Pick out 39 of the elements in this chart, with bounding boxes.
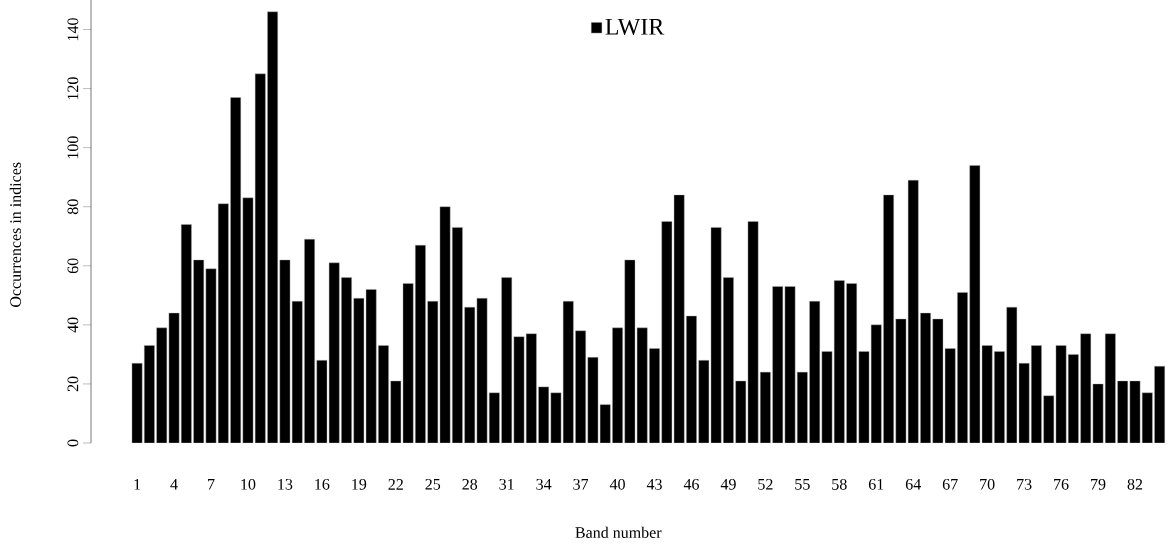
x-tick-label: 52 — [758, 478, 773, 490]
x-tick-label: 67 — [942, 478, 958, 490]
x-tick-label: 34 — [536, 478, 552, 490]
y-tick-label: 0 — [67, 439, 79, 447]
x-tick-label: 28 — [462, 478, 478, 490]
x-tick-label: 58 — [832, 478, 847, 490]
x-tick-label: 79 — [1091, 478, 1106, 490]
x-tick-label: 55 — [795, 479, 810, 490]
y-tick-label: 100 — [67, 136, 79, 159]
x-tick-label: 82 — [1127, 478, 1143, 490]
x-tick-label: 37 — [573, 478, 589, 490]
x-tick-label: 43 — [646, 478, 662, 490]
x-tick-label: 76 — [1054, 478, 1069, 490]
x-tick-label: 4 — [170, 479, 178, 490]
y-axis-title: Occurrences in indices — [9, 162, 21, 307]
x-tick-label: 31 — [499, 478, 514, 490]
legend-label: LWIR — [605, 18, 665, 35]
y-tick-label: 20 — [67, 376, 79, 392]
x-tick-label: 61 — [868, 478, 884, 490]
x-tick-label: 73 — [1017, 478, 1032, 490]
x-tick-label: 10 — [241, 478, 256, 490]
x-tick-label: 13 — [278, 478, 293, 490]
x-tick-label: 19 — [352, 478, 367, 490]
y-tick-label: 140 — [67, 18, 79, 41]
x-tick-label: 70 — [980, 478, 995, 490]
x-tick-label: 40 — [609, 478, 625, 490]
y-tick-label: 80 — [67, 199, 79, 215]
x-tick-label: 7 — [208, 479, 215, 490]
x-tick-label: 46 — [683, 478, 699, 490]
x-tick-label: 22 — [388, 479, 403, 490]
y-tick-label: 40 — [67, 317, 79, 333]
x-tick-label: 16 — [315, 478, 330, 490]
x-tick-label: 25 — [425, 478, 441, 490]
x-tick-label: 64 — [905, 478, 921, 490]
y-tick-label: 60 — [67, 258, 79, 274]
x-axis-title: Band number — [575, 526, 662, 538]
x-tick-label: 1 — [134, 479, 141, 490]
x-tick-label: 49 — [720, 478, 736, 490]
y-tick-label: 120 — [67, 77, 79, 100]
